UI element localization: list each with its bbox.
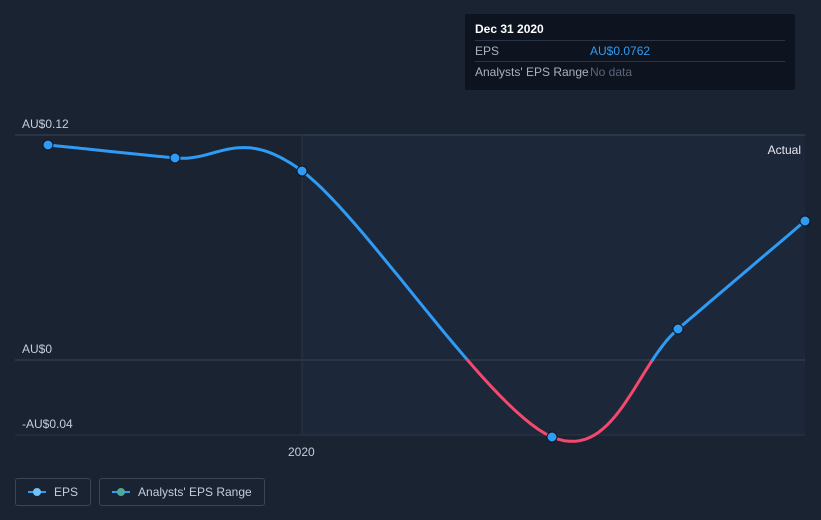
tooltip-row-eps: EPS AU$0.0762 [475, 40, 785, 61]
legend-swatch-icon [28, 488, 46, 496]
chart-tooltip: Dec 31 2020 EPS AU$0.0762 Analysts' EPS … [465, 14, 795, 90]
tooltip-row-label: Analysts' EPS Range [475, 65, 590, 79]
legend-swatch-icon [112, 488, 130, 496]
x-tick-label-0: 2020 [288, 445, 315, 459]
tooltip-title: Dec 31 2020 [475, 22, 785, 36]
y-tick-label-0: AU$0.12 [22, 117, 69, 131]
tooltip-row-label: EPS [475, 44, 590, 58]
legend-item-label: EPS [54, 485, 78, 499]
tooltip-row-value: No data [590, 65, 632, 79]
y-tick-label-2: -AU$0.04 [22, 417, 73, 431]
tooltip-row-value: AU$0.0762 [590, 44, 650, 58]
chart-legend: EPS Analysts' EPS Range [15, 478, 265, 506]
tooltip-row-analysts: Analysts' EPS Range No data [475, 61, 785, 82]
eps-chart: AU$0.12 AU$0 -AU$0.04 2020 Actual Dec 31… [0, 0, 821, 520]
actual-region-label: Actual [768, 143, 801, 157]
y-tick-label-1: AU$0 [22, 342, 52, 356]
legend-item-eps[interactable]: EPS [15, 478, 91, 506]
legend-item-label: Analysts' EPS Range [138, 485, 252, 499]
legend-item-analysts-range[interactable]: Analysts' EPS Range [99, 478, 265, 506]
